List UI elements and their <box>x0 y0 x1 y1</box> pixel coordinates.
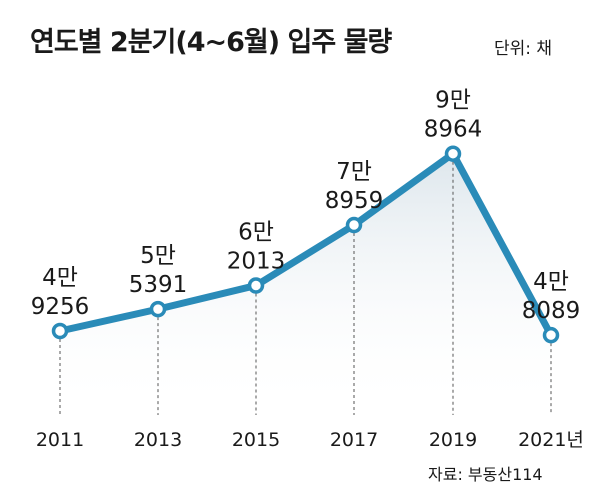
data-point-2017 <box>345 216 363 234</box>
series-line <box>56 150 555 339</box>
chart-title: 연도별 2분기(4~6월) 입주 물량 <box>30 27 392 58</box>
data-point-2019 <box>444 145 462 162</box>
x-tick-label-2021년: 2021년 <box>518 429 584 451</box>
value-label-2015-line2: 2013 <box>227 248 286 274</box>
value-label-2013-line2: 5391 <box>129 272 188 298</box>
area-fill <box>60 153 551 415</box>
unit-label: 단위: 채 <box>494 39 553 59</box>
value-label-2021년-line2: 8089 <box>522 298 581 324</box>
x-tick-label-2015: 2015 <box>232 429 280 451</box>
value-label-2013-line1: 5만 <box>140 243 176 269</box>
data-point-2013 <box>149 300 167 318</box>
data-point-2021년 <box>542 326 560 344</box>
x-tick-label-2011: 2011 <box>36 429 84 451</box>
x-tick-label-2019: 2019 <box>429 429 477 451</box>
value-label-2011-line1: 4만 <box>42 265 78 291</box>
source-note: 자료: 부동산114 <box>428 465 543 484</box>
value-label-2011-line2: 9256 <box>31 294 90 320</box>
value-label-2017-line2: 8959 <box>325 188 384 214</box>
data-point-2011 <box>51 322 69 340</box>
value-label-2017-line1: 7만 <box>336 159 372 185</box>
x-tick-label-2017: 2017 <box>330 429 378 451</box>
value-label-2015-line1: 6만 <box>238 219 274 245</box>
data-point-2015 <box>247 277 265 294</box>
value-label-2021년-line1: 4만 <box>533 269 569 295</box>
value-label-2019-line1: 9만 <box>435 88 471 114</box>
value-label-2019-line2: 8964 <box>424 117 483 143</box>
x-tick-label-2013: 2013 <box>134 429 182 451</box>
